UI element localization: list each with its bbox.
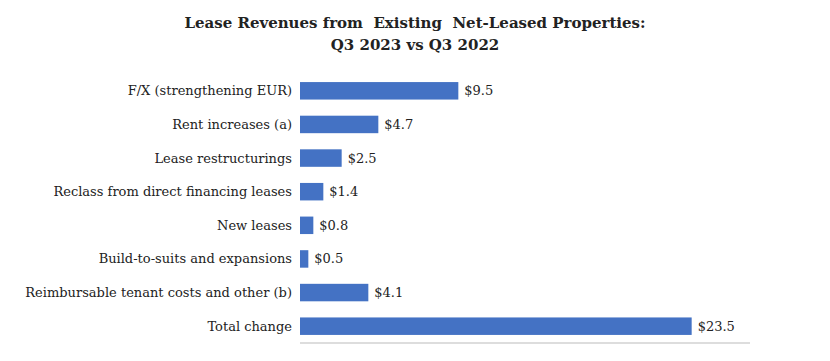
bar <box>300 284 368 301</box>
bar <box>300 317 692 334</box>
y-tick-labels: Total change Reimbursable tenant costs an… <box>25 83 292 333</box>
x-axis-line <box>300 343 750 344</box>
chart-container: Lease Revenues from Existing Net-Leased … <box>0 0 830 361</box>
data-label: $4.1 <box>374 285 403 300</box>
bar <box>300 183 323 200</box>
y-tick-label: Reclass from direct financing leases <box>53 184 292 199</box>
y-tick-label: F/X (strengthening EUR) <box>128 83 292 98</box>
data-label: $2.5 <box>348 151 377 166</box>
bars <box>300 82 692 335</box>
y-tick-label: Reimbursable tenant costs and other (b) <box>25 285 292 300</box>
y-tick-label: New leases <box>217 218 292 233</box>
data-labels: $23.5 $4.1 $0.5 $0.8 $1.4 $2.5 $4.7 $9.5 <box>314 83 735 333</box>
subtitle: Q3 2023 vs Q3 2022 <box>331 36 500 54</box>
bar <box>300 116 378 133</box>
data-label: $1.4 <box>329 184 358 199</box>
data-label: $0.8 <box>319 218 348 233</box>
bar <box>300 250 308 267</box>
chart-svg: Lease Revenues from Existing Net-Leased … <box>0 0 830 361</box>
bar <box>300 149 342 166</box>
title: Lease Revenues from Existing Net-Leased … <box>184 14 645 32</box>
y-tick-label: Build-to-suits and expansions <box>99 251 292 266</box>
data-label: $23.5 <box>698 319 735 334</box>
y-tick-label: Lease restructurings <box>154 151 292 166</box>
data-label: $0.5 <box>314 251 343 266</box>
bar <box>300 82 458 99</box>
bar <box>300 217 313 234</box>
data-label: $9.5 <box>464 83 493 98</box>
data-label: $4.7 <box>384 117 413 132</box>
y-tick-label: Rent increases (a) <box>172 117 292 132</box>
y-tick-label: Total change <box>207 319 292 334</box>
